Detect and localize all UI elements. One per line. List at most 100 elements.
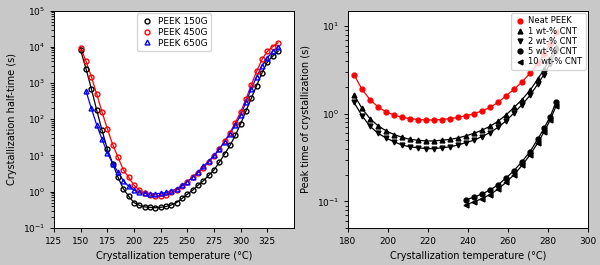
PEEK 650G	[93, 123, 100, 126]
Line: 1 wt-% CNT: 1 wt-% CNT	[352, 44, 559, 143]
PEEK 450G	[259, 58, 266, 61]
2 wt-% CNT	[478, 135, 485, 138]
X-axis label: Crystallization temperature (°C): Crystallization temperature (°C)	[96, 251, 252, 262]
5 wt-% CNT	[463, 198, 470, 201]
Neat PEEK	[502, 94, 509, 98]
PEEK 150G	[242, 109, 250, 113]
PEEK 650G	[125, 185, 132, 188]
Line: 2 wt-% CNT: 2 wt-% CNT	[352, 48, 559, 151]
1 wt-% CNT	[398, 136, 406, 139]
1 wt-% CNT	[470, 132, 478, 135]
2 wt-% CNT	[391, 140, 398, 143]
PEEK 650G	[237, 113, 244, 117]
1 wt-% CNT	[454, 136, 461, 140]
PEEK 650G	[194, 170, 202, 174]
PEEK 150G	[141, 205, 148, 209]
PEEK 150G	[269, 55, 276, 58]
2 wt-% CNT	[470, 139, 478, 142]
Line: Neat PEEK: Neat PEEK	[352, 30, 559, 122]
PEEK 150G	[157, 206, 164, 209]
1 wt-% CNT	[382, 129, 389, 132]
2 wt-% CNT	[547, 62, 554, 65]
1 wt-% CNT	[487, 125, 494, 128]
PEEK 650G	[221, 140, 228, 143]
2 wt-% CNT	[350, 101, 358, 104]
PEEK 150G	[237, 122, 244, 125]
PEEK 450G	[146, 194, 154, 197]
2 wt-% CNT	[367, 125, 374, 128]
PEEK 450G	[77, 46, 84, 49]
PEEK 150G	[130, 201, 137, 204]
PEEK 450G	[200, 166, 207, 170]
Legend: PEEK 150G, PEEK 450G, PEEK 650G: PEEK 150G, PEEK 450G, PEEK 650G	[137, 13, 211, 51]
PEEK 650G	[163, 191, 170, 194]
PEEK 450G	[178, 185, 185, 188]
5 wt-% CNT	[553, 101, 560, 104]
PEEK 450G	[237, 110, 244, 113]
2 wt-% CNT	[406, 145, 413, 148]
2 wt-% CNT	[415, 146, 422, 149]
2 wt-% CNT	[439, 146, 446, 149]
Neat PEEK	[358, 88, 365, 91]
PEEK 450G	[141, 192, 148, 195]
PEEK 450G	[115, 156, 122, 159]
PEEK 650G	[216, 148, 223, 151]
PEEK 150G	[178, 197, 185, 200]
PEEK 150G	[194, 184, 202, 187]
2 wt-% CNT	[511, 111, 518, 114]
PEEK 450G	[98, 110, 106, 113]
5 wt-% CNT	[518, 160, 526, 163]
PEEK 150G	[77, 49, 84, 52]
Line: PEEK 450G: PEEK 450G	[78, 40, 280, 199]
PEEK 150G	[226, 144, 233, 147]
Neat PEEK	[518, 81, 526, 84]
1 wt-% CNT	[406, 138, 413, 141]
PEEK 450G	[152, 195, 159, 198]
PEEK 450G	[253, 70, 260, 73]
10 wt-% CNT	[553, 105, 560, 108]
Neat PEEK	[439, 118, 446, 121]
PEEK 150G	[274, 50, 281, 53]
Neat PEEK	[398, 116, 406, 119]
PEEK 650G	[136, 191, 143, 194]
2 wt-% CNT	[430, 147, 437, 150]
2 wt-% CNT	[446, 145, 454, 148]
1 wt-% CNT	[541, 68, 548, 71]
PEEK 150G	[259, 71, 266, 74]
PEEK 450G	[221, 139, 228, 143]
Y-axis label: Peak time of crystallization (s): Peak time of crystallization (s)	[301, 45, 311, 193]
Neat PEEK	[487, 106, 494, 109]
PEEK 450G	[104, 127, 111, 130]
5 wt-% CNT	[547, 115, 554, 118]
2 wt-% CNT	[382, 136, 389, 140]
10 wt-% CNT	[526, 153, 533, 156]
5 wt-% CNT	[526, 150, 533, 153]
2 wt-% CNT	[487, 131, 494, 134]
PEEK 150G	[221, 152, 228, 156]
PEEK 650G	[226, 132, 233, 135]
1 wt-% CNT	[446, 138, 454, 141]
PEEK 650G	[82, 90, 89, 93]
10 wt-% CNT	[547, 119, 554, 122]
1 wt-% CNT	[463, 134, 470, 138]
2 wt-% CNT	[553, 49, 560, 52]
PEEK 150G	[173, 201, 180, 204]
2 wt-% CNT	[374, 132, 382, 135]
PEEK 650G	[157, 192, 164, 195]
PEEK 150G	[98, 129, 106, 132]
2 wt-% CNT	[526, 94, 533, 97]
PEEK 450G	[130, 184, 137, 187]
2 wt-% CNT	[422, 147, 430, 150]
10 wt-% CNT	[502, 181, 509, 184]
PEEK 450G	[211, 155, 218, 158]
PEEK 450G	[93, 92, 100, 95]
Line: 5 wt-% CNT: 5 wt-% CNT	[464, 100, 559, 202]
Neat PEEK	[463, 114, 470, 117]
Neat PEEK	[446, 117, 454, 120]
2 wt-% CNT	[494, 126, 502, 129]
5 wt-% CNT	[541, 127, 548, 130]
Neat PEEK	[406, 117, 413, 120]
PEEK 650G	[88, 107, 95, 110]
PEEK 450G	[109, 143, 116, 146]
1 wt-% CNT	[439, 139, 446, 142]
